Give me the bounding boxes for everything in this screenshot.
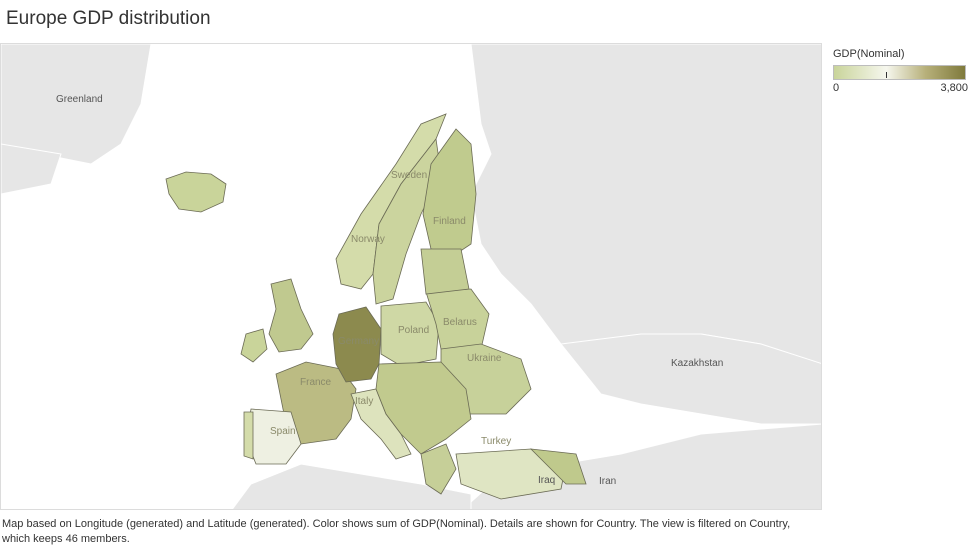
label-iraq: Iraq xyxy=(538,475,555,486)
map-view[interactable]: Greenland Kazakhstan Iraq Iran Sweden Fi… xyxy=(0,43,822,510)
legend-color-ramp xyxy=(833,65,966,80)
page-title: Europe GDP distribution xyxy=(6,8,211,29)
label-france: France xyxy=(300,377,332,388)
label-spain: Spain xyxy=(270,426,296,437)
finland-shape[interactable] xyxy=(422,128,477,255)
iceland-shape[interactable] xyxy=(165,171,227,213)
map-caption: Map based on Longitude (generated) and L… xyxy=(2,518,791,545)
label-iran: Iran xyxy=(599,476,616,487)
caucasus-shape[interactable] xyxy=(529,448,587,485)
balkans-shape[interactable] xyxy=(375,361,472,455)
map-canvas[interactable]: Greenland Kazakhstan Iraq Iran Sweden Fi… xyxy=(1,44,822,510)
label-germany: Germany xyxy=(338,336,379,347)
legend-labels: 0 3,800 xyxy=(833,82,968,94)
legend-max-label: 3,800 xyxy=(940,82,968,94)
label-belarus: Belarus xyxy=(443,317,477,328)
label-ukraine: Ukraine xyxy=(467,353,502,364)
label-sweden: Sweden xyxy=(391,170,427,181)
label-kazakhstan: Kazakhstan xyxy=(671,358,723,369)
north-africa-shape xyxy=(231,463,472,509)
ireland-shape[interactable] xyxy=(240,328,268,363)
background-land xyxy=(1,44,821,509)
legend-zero-tick xyxy=(886,72,887,78)
germany-shape[interactable] xyxy=(332,306,382,383)
kazakhstan-shape xyxy=(560,333,821,425)
label-finland: Finland xyxy=(433,216,466,227)
legend[interactable]: GDP(Nominal) 0 3,800 xyxy=(833,48,968,94)
russia-asia-shape xyxy=(470,44,821,374)
legend-min-label: 0 xyxy=(833,82,840,94)
uk-shape[interactable] xyxy=(268,278,314,353)
baltics-shape[interactable] xyxy=(420,248,470,295)
label-italy: Italy xyxy=(355,396,373,407)
greece-shape[interactable] xyxy=(420,443,457,495)
legend-title: GDP(Nominal) xyxy=(833,48,905,60)
canada-edge-shape xyxy=(1,143,62,195)
label-turkey: Turkey xyxy=(481,436,511,447)
poland-shape[interactable] xyxy=(380,301,440,367)
label-greenland: Greenland xyxy=(56,94,103,105)
label-norway: Norway xyxy=(351,234,385,245)
label-poland: Poland xyxy=(398,325,429,336)
country-shapes[interactable] xyxy=(165,113,587,500)
portugal-shape[interactable] xyxy=(243,411,254,460)
